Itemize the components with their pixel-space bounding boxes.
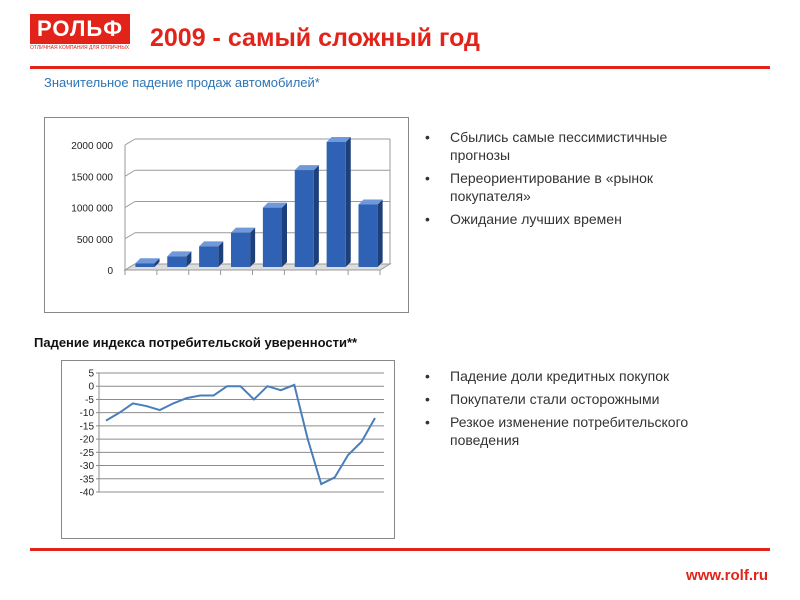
bullet-item: Падение доли кредитных покупок xyxy=(425,367,745,385)
bar xyxy=(326,142,346,267)
logo-tagline: ОТЛИЧНАЯ КОМПАНИЯ ДЛЯ ОТЛИЧНЫХ ЛЮДЕЙ xyxy=(30,45,130,51)
bar-top xyxy=(199,241,224,247)
y-tick-label: 1500 000 xyxy=(71,172,113,183)
grid-depth-line xyxy=(124,201,136,208)
y-tick-label: -25 xyxy=(80,448,95,459)
footer-divider xyxy=(30,548,770,551)
y-tick-label: 500 000 xyxy=(77,235,114,246)
y-tick-label: -35 xyxy=(80,474,95,485)
y-tick-label: -40 xyxy=(80,488,95,499)
bar-side xyxy=(218,241,224,267)
bar-top xyxy=(231,227,256,233)
header-divider xyxy=(30,66,770,69)
y-tick-label: 2000 000 xyxy=(71,141,113,152)
chart-floor xyxy=(123,263,392,271)
y-tick-label: 0 xyxy=(88,382,94,393)
sales-bullet-list: Сбылись самые пессимистичные прогнозы Пе… xyxy=(425,128,725,233)
bar xyxy=(199,246,219,267)
bar xyxy=(135,263,155,267)
bar-side xyxy=(313,165,319,267)
bar xyxy=(231,232,251,267)
bar-side xyxy=(250,227,256,267)
bullet-item: Покупатели стали осторожными xyxy=(425,390,745,408)
bullet-item: Переориентирование в «рынок покупателя» xyxy=(425,169,725,205)
rolf-logo: РОЛЬФ ОТЛИЧНАЯ КОМПАНИЯ ДЛЯ ОТЛИЧНЫХ ЛЮД… xyxy=(30,14,130,54)
sales-bar-chart: 0 500 000 1000 000 1500 000 2000 000 xyxy=(71,137,392,277)
y-tick-label: -5 xyxy=(85,395,94,406)
bar xyxy=(262,207,282,267)
bar-side xyxy=(377,199,383,267)
bar-side xyxy=(345,137,351,267)
grid-depth-line xyxy=(124,232,136,240)
bar xyxy=(294,170,314,267)
y-tick-label: -10 xyxy=(80,408,95,419)
y-tick-label: -15 xyxy=(80,421,95,432)
bullet-item: Резкое изменение потребительского поведе… xyxy=(425,413,745,449)
confidence-line-chart: 5 0 -5 -10 -15 -20 -25 -30 -35 -40 xyxy=(80,369,384,499)
bar-top xyxy=(135,258,160,264)
confidence-title: Падение индекса потребительской уверенно… xyxy=(34,335,358,350)
bullet-item: Сбылись самые пессимистичные прогнозы xyxy=(425,128,725,164)
confidence-bullet-list: Падение доли кредитных покупок Покупател… xyxy=(425,367,745,454)
footer-url: www.rolf.ru xyxy=(686,567,768,584)
bar-top xyxy=(358,199,383,205)
grid-depth-line xyxy=(124,169,136,177)
bar-top xyxy=(167,251,192,257)
y-tick-label: 0 xyxy=(107,266,113,277)
y-tick-label: -30 xyxy=(80,461,95,472)
grid-depth-line xyxy=(124,138,136,146)
sales-subtitle: Значительное падение продаж автомобилей* xyxy=(44,75,320,90)
bullet-item: Ожидание лучших времен xyxy=(425,210,725,228)
bar-top xyxy=(294,165,319,171)
bar xyxy=(358,204,378,267)
confidence-chart-frame: 5 0 -5 -10 -15 -20 -25 -30 -35 -40 xyxy=(61,360,395,539)
sales-chart-frame: 0 500 000 1000 000 1500 000 2000 000 xyxy=(44,117,409,313)
bar-side xyxy=(186,251,192,267)
y-tick-label: -20 xyxy=(80,435,95,446)
bar xyxy=(167,256,187,267)
bar-side xyxy=(154,258,160,267)
y-tick-label: 5 xyxy=(88,369,94,380)
series-line xyxy=(105,383,376,486)
page-title: 2009 - самый сложный год xyxy=(150,24,480,52)
y-tick-label: 1000 000 xyxy=(71,204,113,215)
logo-text: РОЛЬФ xyxy=(30,14,130,44)
bar-side xyxy=(282,202,287,267)
bar-top xyxy=(262,202,287,208)
bar-top xyxy=(326,137,351,142)
